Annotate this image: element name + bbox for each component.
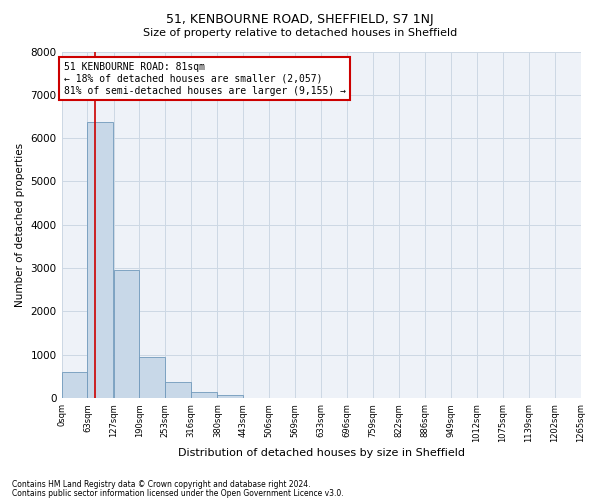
Bar	[166, 382, 191, 398]
Bar	[139, 357, 166, 398]
Bar	[88, 122, 113, 398]
Bar	[191, 392, 217, 398]
Bar	[62, 372, 88, 398]
Bar	[217, 395, 243, 398]
Bar	[113, 270, 139, 398]
Text: Contains public sector information licensed under the Open Government Licence v3: Contains public sector information licen…	[12, 488, 344, 498]
Text: Size of property relative to detached houses in Sheffield: Size of property relative to detached ho…	[143, 28, 457, 38]
Y-axis label: Number of detached properties: Number of detached properties	[15, 142, 25, 307]
Text: 51, KENBOURNE ROAD, SHEFFIELD, S7 1NJ: 51, KENBOURNE ROAD, SHEFFIELD, S7 1NJ	[166, 12, 434, 26]
X-axis label: Distribution of detached houses by size in Sheffield: Distribution of detached houses by size …	[178, 448, 464, 458]
Text: 51 KENBOURNE ROAD: 81sqm
← 18% of detached houses are smaller (2,057)
81% of sem: 51 KENBOURNE ROAD: 81sqm ← 18% of detach…	[64, 62, 346, 96]
Text: Contains HM Land Registry data © Crown copyright and database right 2024.: Contains HM Land Registry data © Crown c…	[12, 480, 311, 489]
